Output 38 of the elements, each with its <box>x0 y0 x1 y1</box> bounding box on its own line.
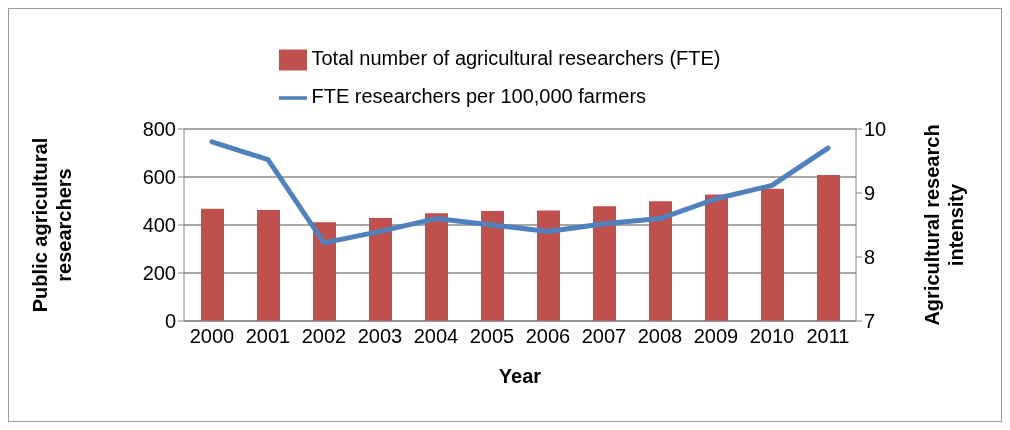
x-tick-label: 2007 <box>581 325 627 348</box>
x-tick-label: 2000 <box>189 325 235 348</box>
bar <box>593 206 616 321</box>
y-axis-title: Public agricultural researchers <box>29 137 75 313</box>
y2-tick-label: 10 <box>864 118 887 141</box>
y2-tick-label: 7 <box>864 310 876 333</box>
y2-axis-title: Agricultural research intensity <box>921 124 967 326</box>
bar <box>369 218 392 321</box>
bar <box>313 222 336 321</box>
x-tick-label: 2009 <box>693 325 739 348</box>
bar <box>481 211 504 321</box>
bar <box>425 213 448 321</box>
x-tick-label: 2008 <box>637 325 683 348</box>
y2-tick-label: 9 <box>864 182 876 205</box>
x-tick-label: 2001 <box>245 325 291 348</box>
y-tick-label: 400 <box>142 214 176 237</box>
bar <box>761 188 784 321</box>
x-tick-label: 2003 <box>357 325 403 348</box>
x-tick-label: 2011 <box>806 325 850 348</box>
y-tick-label: 600 <box>142 166 176 189</box>
bar <box>537 210 560 321</box>
x-tick-label: 2002 <box>301 325 347 348</box>
x-tick-label: 2005 <box>469 325 515 348</box>
bar <box>705 194 728 321</box>
x-tick-label: 2004 <box>413 325 459 348</box>
bar <box>201 208 224 321</box>
y-tick-label: 800 <box>142 118 176 141</box>
bar <box>817 175 840 321</box>
x-tick-label: 2010 <box>749 325 795 348</box>
x-tick-label: 2006 <box>525 325 571 348</box>
legend-label: Total number of agricultural researchers (FTE) <box>311 47 721 69</box>
legend-label: FTE researchers per 100,000 farmers <box>311 85 647 107</box>
bar <box>649 201 672 321</box>
y-tick-label: 200 <box>142 262 176 285</box>
bar <box>257 209 280 321</box>
y2-tick-label: 8 <box>864 246 876 269</box>
x-axis-title: Year <box>498 365 542 387</box>
y-tick-label: 0 <box>164 310 176 333</box>
